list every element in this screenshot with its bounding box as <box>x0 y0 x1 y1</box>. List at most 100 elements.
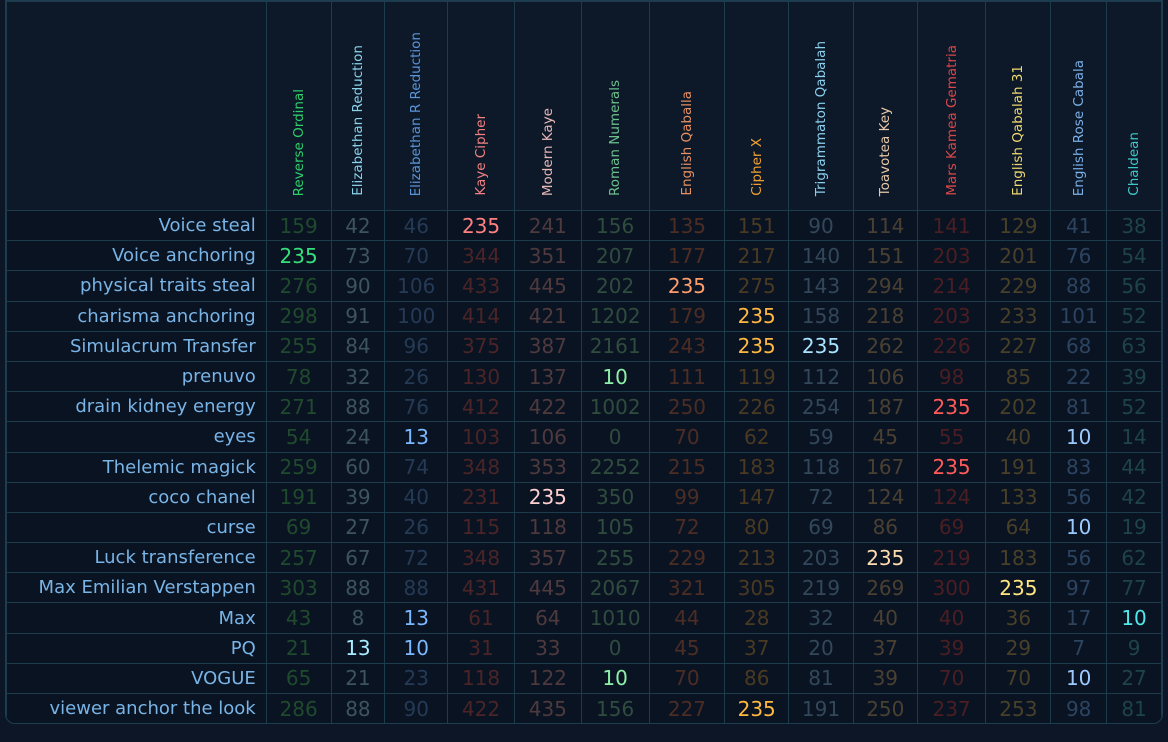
value-cell[interactable]: 14 <box>1106 421 1162 453</box>
match-value-cell[interactable]: 235 <box>985 572 1052 604</box>
value-cell[interactable]: 88 <box>330 391 386 423</box>
value-cell[interactable]: 218 <box>852 300 918 332</box>
value-cell[interactable]: 217 <box>724 240 790 272</box>
value-cell[interactable]: 213 <box>724 542 790 574</box>
value-cell[interactable]: 31 <box>447 632 515 664</box>
value-cell[interactable]: 81 <box>788 662 854 695</box>
value-cell[interactable]: 106 <box>852 360 918 393</box>
match-value-cell[interactable]: 235 <box>724 692 790 723</box>
value-cell[interactable]: 375 <box>447 330 515 362</box>
value-cell[interactable]: 1010 <box>580 602 650 634</box>
value-cell[interactable]: 42 <box>1106 481 1162 513</box>
match-value-cell[interactable]: 10 <box>1106 602 1162 634</box>
value-cell[interactable]: 305 <box>724 572 790 604</box>
value-cell[interactable]: 219 <box>788 572 854 604</box>
value-cell[interactable]: 70 <box>985 662 1052 695</box>
value-cell[interactable]: 167 <box>852 451 918 483</box>
value-cell[interactable]: 214 <box>916 270 987 302</box>
value-cell[interactable]: 129 <box>985 209 1052 242</box>
value-cell[interactable]: 433 <box>447 270 515 302</box>
value-cell[interactable]: 46 <box>384 209 449 242</box>
value-cell[interactable]: 118 <box>447 662 515 695</box>
match-value-cell[interactable]: 235 <box>788 330 854 362</box>
value-cell[interactable]: 422 <box>513 391 582 423</box>
cipher-column-header[interactable]: Elizabethan R Reduction <box>384 1 449 211</box>
value-cell[interactable]: 321 <box>648 572 726 604</box>
value-cell[interactable]: 88 <box>384 572 449 604</box>
value-cell[interactable]: 241 <box>513 209 582 242</box>
value-cell[interactable]: 98 <box>916 360 987 393</box>
value-cell[interactable]: 445 <box>513 270 582 302</box>
value-cell[interactable]: 124 <box>916 481 987 513</box>
value-cell[interactable]: 63 <box>1106 330 1162 362</box>
value-cell[interactable]: 253 <box>985 692 1052 723</box>
value-cell[interactable]: 122 <box>513 662 582 695</box>
value-cell[interactable]: 1202 <box>580 300 650 332</box>
phrase-label[interactable]: Voice anchoring <box>6 240 267 272</box>
cipher-column-header[interactable]: English Rose Cabala <box>1050 1 1108 211</box>
value-cell[interactable]: 141 <box>916 209 987 242</box>
phrase-label[interactable]: curse <box>6 511 267 544</box>
value-cell[interactable]: 69 <box>788 511 854 544</box>
value-cell[interactable]: 348 <box>447 542 515 574</box>
value-cell[interactable]: 37 <box>724 632 790 664</box>
phrase-label[interactable]: VOGUE <box>6 662 267 695</box>
value-cell[interactable]: 72 <box>648 511 726 544</box>
phrase-label[interactable]: prenuvo <box>6 360 267 393</box>
phrase-label[interactable]: Voice steal <box>6 209 267 242</box>
value-cell[interactable]: 74 <box>384 451 449 483</box>
value-cell[interactable]: 156 <box>580 209 650 242</box>
cipher-column-header[interactable]: Toavotea Key <box>852 1 918 211</box>
value-cell[interactable]: 231 <box>447 481 515 513</box>
cipher-column-header[interactable]: Kaye Cipher <box>447 1 515 211</box>
value-cell[interactable]: 414 <box>447 300 515 332</box>
value-cell[interactable]: 68 <box>1050 330 1108 362</box>
value-cell[interactable]: 133 <box>985 481 1052 513</box>
value-cell[interactable]: 229 <box>985 270 1052 302</box>
value-cell[interactable]: 124 <box>852 481 918 513</box>
value-cell[interactable]: 17 <box>1050 602 1108 634</box>
value-cell[interactable]: 19 <box>1106 511 1162 544</box>
value-cell[interactable]: 40 <box>916 602 987 634</box>
cipher-column-header[interactable]: English Qaballa <box>648 1 726 211</box>
match-value-cell[interactable]: 13 <box>384 602 449 634</box>
match-value-cell[interactable]: 235 <box>648 270 726 302</box>
value-cell[interactable]: 39 <box>330 481 386 513</box>
value-cell[interactable]: 219 <box>916 542 987 574</box>
value-cell[interactable]: 77 <box>1106 572 1162 604</box>
value-cell[interactable]: 97 <box>1050 572 1108 604</box>
value-cell[interactable]: 101 <box>1050 300 1108 332</box>
value-cell[interactable]: 40 <box>985 421 1052 453</box>
value-cell[interactable]: 348 <box>447 451 515 483</box>
value-cell[interactable]: 7 <box>1050 632 1108 664</box>
value-cell[interactable]: 422 <box>447 692 515 723</box>
cipher-column-header[interactable]: Chaldean <box>1106 1 1162 211</box>
value-cell[interactable]: 111 <box>648 360 726 393</box>
value-cell[interactable]: 269 <box>852 572 918 604</box>
value-cell[interactable]: 118 <box>513 511 582 544</box>
value-cell[interactable]: 275 <box>724 270 790 302</box>
value-cell[interactable]: 72 <box>788 481 854 513</box>
value-cell[interactable]: 96 <box>384 330 449 362</box>
value-cell[interactable]: 215 <box>648 451 726 483</box>
value-cell[interactable]: 83 <box>1050 451 1108 483</box>
match-value-cell[interactable]: 13 <box>384 421 449 453</box>
phrase-label[interactable]: Luck transference <box>6 542 267 574</box>
value-cell[interactable]: 62 <box>724 421 790 453</box>
phrase-label[interactable]: charisma anchoring <box>6 300 267 332</box>
value-cell[interactable]: 243 <box>648 330 726 362</box>
match-value-cell[interactable]: 235 <box>916 391 987 423</box>
value-cell[interactable]: 140 <box>788 240 854 272</box>
value-cell[interactable]: 227 <box>648 692 726 723</box>
value-cell[interactable]: 156 <box>580 692 650 723</box>
value-cell[interactable]: 76 <box>1050 240 1108 272</box>
value-cell[interactable]: 203 <box>916 240 987 272</box>
value-cell[interactable]: 41 <box>1050 209 1108 242</box>
value-cell[interactable]: 67 <box>330 542 386 574</box>
value-cell[interactable]: 99 <box>648 481 726 513</box>
value-cell[interactable]: 26 <box>384 511 449 544</box>
value-cell[interactable]: 52 <box>1106 300 1162 332</box>
value-cell[interactable]: 65 <box>265 662 332 695</box>
value-cell[interactable]: 45 <box>852 421 918 453</box>
value-cell[interactable]: 159 <box>265 209 332 242</box>
